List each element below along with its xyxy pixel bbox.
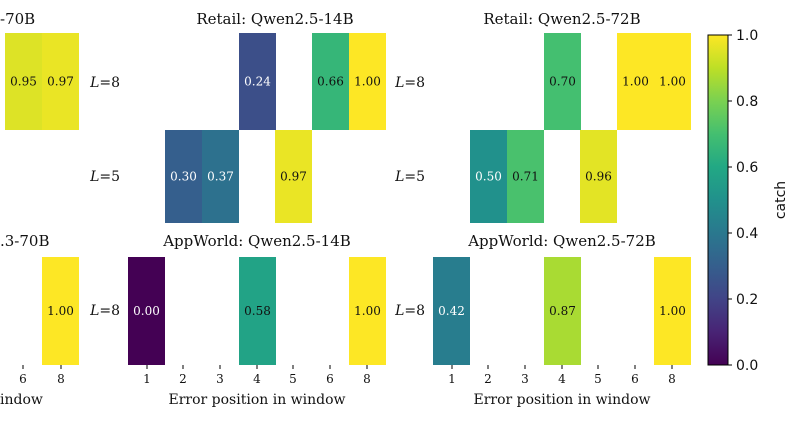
- x-axis-label-bottom-right: Error position in window: [473, 392, 650, 408]
- panel-title-top-middle: Retail: Qwen2.5-14B: [196, 10, 353, 28]
- x-tick-label: 6: [19, 372, 27, 386]
- cell-value-label: 1.00: [659, 304, 686, 318]
- colorbar: [707, 34, 729, 366]
- heatmap-cell: [202, 130, 239, 223]
- cell-value-label: 0.87: [549, 304, 576, 318]
- cell-value-label: 1.00: [659, 75, 686, 89]
- heatmap-cell: [42, 257, 79, 365]
- heatmap-cell: [544, 257, 581, 365]
- cell-value-label: 1.00: [47, 304, 74, 318]
- heatmap-cell: [275, 130, 312, 223]
- x-axis-label-bottom-left: indow: [0, 392, 43, 408]
- cell-value-label: 0.95: [10, 75, 37, 89]
- cell-value-label: 0.96: [585, 170, 612, 184]
- heatmap-cell: [349, 33, 386, 130]
- cell-value-label: 1.00: [354, 304, 381, 318]
- heatmap-cell: [433, 257, 470, 365]
- cell-value-label: 0.42: [438, 304, 465, 318]
- panel-title-bottom-right: AppWorld: Qwen2.5-72B: [467, 232, 656, 250]
- x-tick-label: 8: [363, 372, 371, 386]
- cell-value-label: 0.58: [244, 304, 271, 318]
- row-label-bottom-right-l8: L=8: [394, 303, 425, 319]
- cell-value-label: 0.97: [47, 75, 74, 89]
- x-tick-label: 1: [143, 372, 151, 386]
- x-tick-label: 4: [253, 372, 261, 386]
- panel-title-top-left: -70B: [0, 10, 35, 28]
- cell-value-label: 1.00: [622, 75, 649, 89]
- colorbar-tick-label: 0.8: [736, 94, 758, 110]
- x-tick-label: 8: [668, 372, 676, 386]
- heatmap-cell: [544, 33, 581, 130]
- cell-value-label: 0.50: [475, 170, 502, 184]
- cell-value-label: 0.30: [170, 170, 197, 184]
- heatmap-cell: [349, 257, 386, 365]
- heatmap-cell: [239, 33, 276, 130]
- heatmap-cell: [470, 130, 507, 223]
- heatmap-cell: [239, 257, 276, 365]
- x-tick-label: 5: [594, 372, 602, 386]
- cell-value-label: 0.71: [512, 170, 539, 184]
- row-label-bottom-middle-l8: L=8: [89, 303, 120, 319]
- cell-value-label: 0.00: [133, 304, 160, 318]
- x-tick-label: 6: [326, 372, 334, 386]
- x-axis-label-bottom-middle: Error position in window: [168, 392, 345, 408]
- cell-value-label: 0.24: [244, 75, 271, 89]
- heatmap-cell: [312, 33, 349, 130]
- row-label-top-right-l8: L=8: [394, 75, 425, 91]
- colorbar-tick-label: 1.0: [736, 28, 758, 44]
- cell-value-label: 1.00: [354, 75, 381, 89]
- x-tick-label: 5: [289, 372, 297, 386]
- panel-title-top-right: Retail: Qwen2.5-72B: [483, 10, 640, 28]
- cell-value-label: 0.66: [317, 75, 344, 89]
- x-tick-label: 3: [216, 372, 224, 386]
- heatmap-cell: [654, 257, 691, 365]
- cell-value-label: 0.97: [280, 170, 307, 184]
- colorbar-tick-label: 0.6: [736, 160, 758, 176]
- x-tick-label: 6: [631, 372, 639, 386]
- heatmap-cell: [580, 130, 617, 223]
- colorbar-tick-label: 0.4: [736, 226, 758, 242]
- heatmap-cell: [165, 130, 202, 223]
- x-tick-label: 4: [558, 372, 566, 386]
- colorbar-tick-label: 0.0: [736, 358, 758, 374]
- heatmap-cell: [42, 33, 79, 130]
- row-label-top-right-l5: L=5: [394, 169, 425, 185]
- heatmap-cell: [617, 33, 654, 130]
- panel-title-bottom-left: .3-70B: [0, 232, 50, 250]
- cell-value-label: 0.70: [549, 75, 576, 89]
- x-tick-label: 8: [57, 372, 65, 386]
- colorbar-label: catch: [773, 181, 789, 219]
- colorbar-tick-label: 0.2: [736, 292, 758, 308]
- x-tick-label: 2: [179, 372, 187, 386]
- cell-value-label: 0.37: [207, 170, 234, 184]
- x-tick-label: 2: [484, 372, 492, 386]
- x-tick-label: 3: [521, 372, 529, 386]
- heatmap-cell: [654, 33, 691, 130]
- heatmap-cell: [5, 33, 42, 130]
- heatmap-cell: [128, 257, 165, 365]
- row-label-top-middle-l5: L=5: [89, 169, 120, 185]
- heatmap-cell: [507, 130, 544, 223]
- row-label-top-middle-l8: L=8: [89, 75, 120, 91]
- panel-title-bottom-middle: AppWorld: Qwen2.5-14B: [162, 232, 351, 250]
- x-tick-label: 1: [448, 372, 456, 386]
